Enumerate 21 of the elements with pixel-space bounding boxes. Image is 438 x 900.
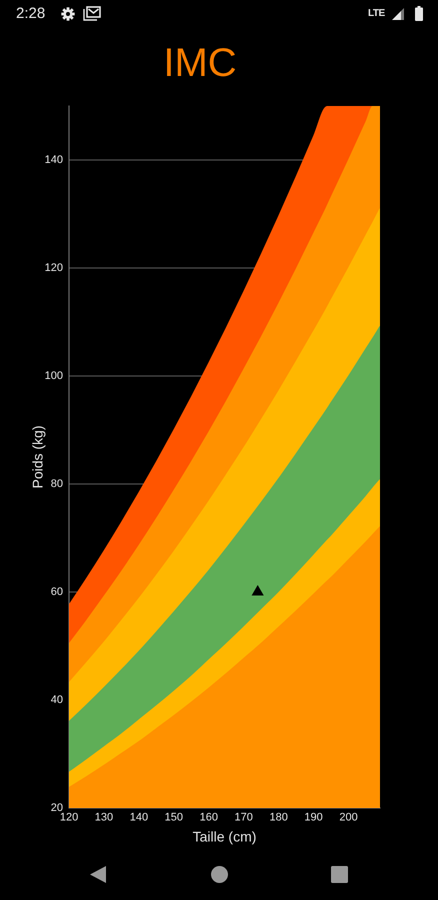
x-tick-label: 170	[234, 812, 253, 824]
x-tick-label: 160	[200, 812, 218, 824]
x-tick-label: 120	[60, 812, 78, 824]
y-tick-label: 60	[50, 586, 63, 598]
y-tick-label: 100	[44, 370, 63, 382]
y-axis-title: Poids (kg)	[29, 425, 46, 489]
x-tick-label: 190	[304, 812, 323, 824]
x-tick-label: 140	[130, 812, 148, 824]
x-tick-label: 150	[164, 812, 184, 824]
x-tick-label: 130	[94, 812, 114, 824]
chart-title: IMC	[163, 41, 237, 86]
y-tick-label: 40	[50, 694, 63, 706]
x-tick-label: 180	[269, 812, 288, 824]
y-tick-label: 20	[50, 802, 63, 814]
y-tick-label: 120	[44, 262, 63, 274]
text: 2:28	[16, 5, 46, 22]
text: LTE	[368, 8, 385, 19]
x-axis-title: Taille (cm)	[192, 828, 256, 844]
y-tick-label: 140	[44, 154, 63, 166]
x-tick-label: 200	[339, 812, 358, 824]
y-tick-label: 80	[50, 478, 63, 490]
